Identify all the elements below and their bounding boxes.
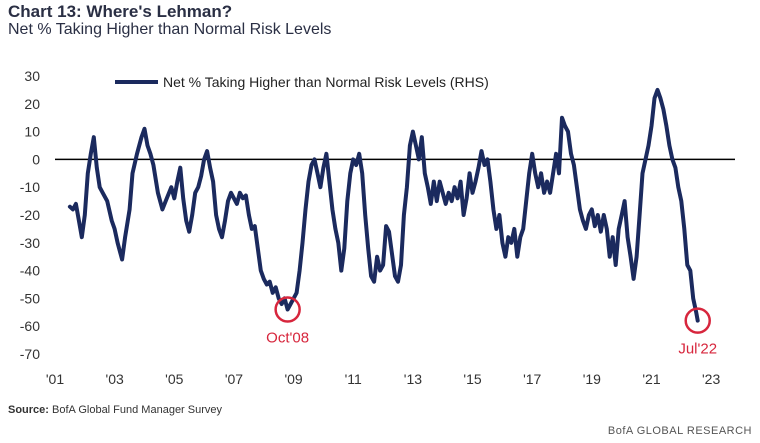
annotation-circle: [684, 307, 711, 334]
y-tick-label: -30: [20, 235, 40, 251]
y-tick-label: 30: [24, 68, 40, 84]
y-tick-label: -70: [20, 346, 40, 362]
source-label: Source:: [8, 404, 49, 416]
x-tick-label: '03: [106, 371, 124, 387]
source-text: BofA Global Fund Manager Survey: [52, 404, 223, 416]
x-tick-label: '11: [345, 371, 362, 387]
y-tick-label: -60: [20, 318, 40, 334]
x-tick-label: '17: [523, 371, 541, 387]
y-tick-label: -40: [20, 263, 40, 279]
x-tick-label: '23: [702, 371, 720, 387]
series-line: [67, 87, 700, 323]
x-tick-label: '07: [225, 371, 243, 387]
legend-label: Net % Taking Higher than Normal Risk Lev…: [163, 74, 489, 90]
chart-title: Chart 13: Where's Lehman?: [8, 2, 233, 21]
annotation-circle: [274, 296, 301, 323]
y-tick-label: 0: [32, 151, 40, 167]
y-tick-label: -20: [20, 207, 40, 223]
line-chart: 30 20 10 0 -10 -20 -30 -40 -50 -60 -70 '01 '03 '05 '07…: [20, 68, 735, 387]
x-tick-label: '01: [46, 371, 64, 387]
chart-subtitle: Net % Taking Higher than Normal Risk Lev…: [8, 21, 332, 38]
x-tick-label: '21: [642, 371, 660, 387]
source-note: Source: BofA Global Fund Manager Survey: [8, 404, 222, 416]
x-tick-label: '05: [165, 371, 183, 387]
annotation-label: Jul'22: [678, 341, 717, 358]
x-tick-label: '13: [404, 371, 422, 387]
y-tick-label: 10: [24, 124, 40, 140]
y-tick-label: 20: [24, 96, 40, 112]
y-tick-label: -50: [20, 290, 40, 306]
x-tick-label: '19: [583, 371, 601, 387]
y-tick-label: -10: [20, 179, 40, 195]
brand-label: BofA GLOBAL RESEARCH: [607, 425, 752, 437]
annotation-label: Oct'08: [266, 330, 309, 347]
x-tick-label: '15: [463, 371, 481, 387]
x-tick-label: '09: [284, 371, 302, 387]
